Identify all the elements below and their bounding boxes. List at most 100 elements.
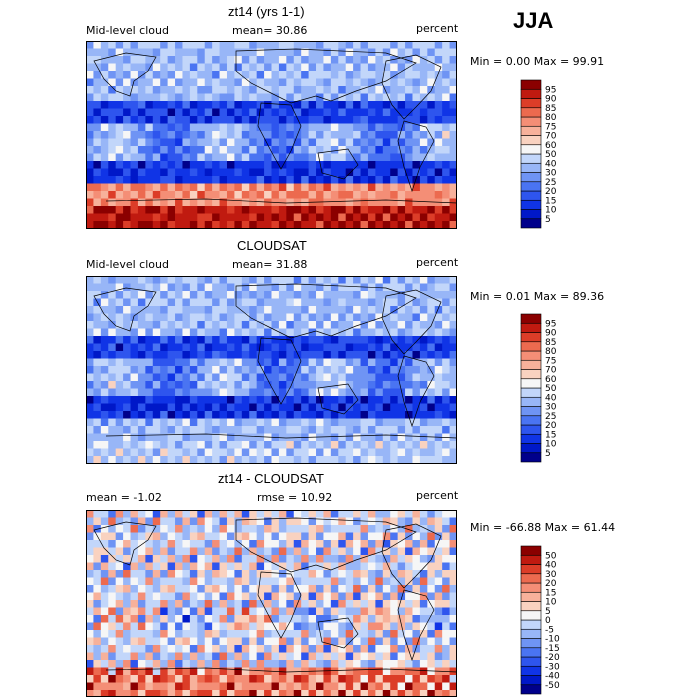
map-cell [360, 411, 369, 419]
map-cell [145, 373, 154, 382]
map-cell [241, 313, 250, 322]
map-cell [241, 336, 250, 344]
map-cell [405, 291, 413, 299]
map-cell [419, 622, 428, 631]
map-cell [427, 343, 436, 352]
map-cell [316, 298, 324, 307]
map-cell [256, 667, 265, 676]
map-cell [197, 366, 206, 374]
map-cell [137, 313, 146, 322]
map-cell [353, 48, 361, 57]
map-cell [108, 116, 117, 124]
map-cell [427, 540, 436, 548]
map-cell [390, 48, 399, 57]
map-cell [390, 176, 399, 184]
map-cell [204, 71, 213, 79]
map-cell [271, 108, 280, 117]
map-cell [301, 532, 309, 541]
map-cell [182, 381, 191, 389]
map-cell [323, 291, 332, 299]
map-cell [338, 510, 347, 518]
map-cell [100, 388, 109, 397]
map-cell [175, 351, 183, 359]
map-cell [175, 276, 183, 284]
map-cell [330, 592, 339, 601]
map-cell [86, 607, 94, 616]
map-cell [160, 510, 169, 518]
map-cell [345, 306, 354, 314]
map-cell [360, 600, 369, 608]
map-cell [152, 600, 161, 608]
map-cell [226, 41, 235, 49]
map-cell [93, 101, 102, 109]
map-cell [204, 373, 213, 382]
map-cell [278, 403, 287, 412]
map-cell [160, 291, 169, 299]
map-cell [323, 637, 332, 646]
map-cell [301, 93, 309, 102]
map-cell [293, 517, 302, 526]
map-cell [316, 607, 324, 616]
map-cell [264, 547, 272, 556]
map-cell [241, 433, 250, 442]
map-cell [271, 525, 280, 533]
map-cell [226, 418, 235, 427]
map-cell [449, 116, 457, 124]
map-cell [249, 547, 258, 556]
map-cell [301, 660, 309, 668]
map-cell [434, 321, 443, 329]
map-cell [93, 675, 102, 683]
map-cell [397, 660, 406, 668]
map-cell [308, 517, 317, 526]
map-cell [293, 123, 302, 132]
map-cell [397, 306, 406, 314]
map-cell [293, 161, 302, 169]
map-cell [390, 675, 399, 683]
map-cell [160, 607, 169, 616]
colorbar-box [520, 545, 542, 556]
map-cell [226, 78, 235, 87]
map-cell [137, 328, 146, 337]
map-cell [338, 456, 347, 464]
map-cell [323, 441, 332, 449]
map-cell [219, 78, 228, 87]
map-cell [115, 645, 124, 653]
map-cell [278, 138, 287, 147]
map-cell [145, 78, 154, 87]
map-cell [212, 343, 220, 352]
map-cell [375, 56, 384, 64]
map-cell [189, 682, 198, 691]
map-cell [93, 168, 102, 177]
map-cell [204, 306, 213, 314]
map-cell [123, 161, 131, 169]
map-cell [360, 93, 369, 102]
map-cell [226, 86, 235, 94]
map-cell [86, 396, 94, 404]
map-cell [212, 615, 220, 623]
map-cell [226, 562, 235, 571]
map-cell [189, 592, 198, 601]
map-cell [442, 123, 450, 132]
map-cell [182, 48, 191, 57]
panel1-title: zt14 (yrs 1-1) [228, 4, 305, 19]
map-cell [323, 600, 332, 608]
map-cell [189, 570, 198, 578]
map-cell [427, 418, 436, 427]
map-cell [197, 153, 206, 162]
map-cell [137, 622, 146, 631]
map-cell [382, 690, 391, 697]
map-cell [137, 570, 146, 578]
map-cell [182, 138, 191, 147]
map-cell [338, 343, 347, 352]
map-cell [241, 637, 250, 646]
map-cell [308, 592, 317, 601]
map-cell [382, 418, 391, 427]
map-cell [182, 146, 191, 154]
map-cell [204, 585, 213, 593]
map-cell [145, 101, 154, 109]
coastline [105, 667, 457, 673]
map-cell [338, 298, 347, 307]
map-cell [330, 276, 339, 284]
map-cell [434, 313, 443, 322]
map-cell [345, 191, 354, 199]
